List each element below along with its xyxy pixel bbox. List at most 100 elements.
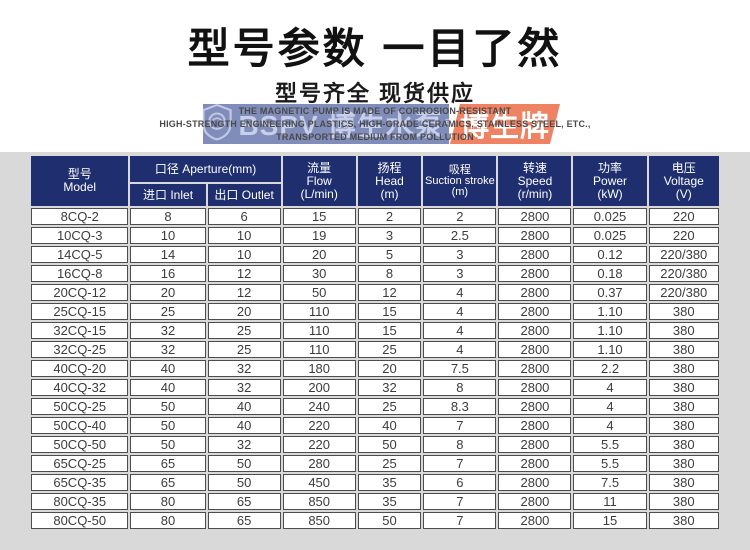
page-subtitle: 型号齐全 现货供应 [274, 81, 476, 106]
cell-flow: 850 [282, 512, 356, 529]
cell-voltage: 380 [648, 360, 719, 377]
cell-model: 25CQ-15 [31, 303, 129, 320]
cell-model: 40CQ-32 [31, 379, 129, 396]
cell-power: 4 [573, 379, 647, 396]
cell-suction_stroke: 8 [423, 379, 497, 396]
cell-flow: 19 [282, 227, 356, 244]
cell-suction_stroke: 4 [423, 303, 497, 320]
cell-suction_stroke: 4 [423, 341, 497, 358]
cell-power: 15 [573, 512, 647, 529]
cell-suction_stroke: 4 [423, 284, 497, 301]
cell-inlet: 8 [130, 208, 206, 225]
cell-suction_stroke: 2.5 [423, 227, 497, 244]
cell-power: 5.5 [573, 436, 647, 453]
cell-voltage: 380 [648, 341, 719, 358]
cell-speed: 2800 [498, 303, 572, 320]
cell-model: 80CQ-50 [31, 512, 129, 529]
cell-inlet: 32 [130, 341, 206, 358]
cell-suction_stroke: 3 [423, 246, 497, 263]
cell-flow: 850 [282, 493, 356, 510]
cell-suction_stroke: 3 [423, 265, 497, 282]
page-title: 型号参数 一目了然 [187, 25, 563, 72]
cell-speed: 2800 [498, 322, 572, 339]
cell-model: 10CQ-3 [31, 227, 129, 244]
table-row: 80CQ-50 80 65 850 50 7 2800 15 380 [31, 512, 719, 529]
cell-power: 0.025 [573, 227, 647, 244]
cell-speed: 2800 [498, 398, 572, 415]
table-row: 20CQ-12 20 12 50 12 4 2800 0.37 220/380 [31, 284, 719, 301]
cell-flow: 280 [282, 455, 356, 472]
cell-inlet: 32 [130, 322, 206, 339]
cell-head: 40 [357, 417, 422, 434]
cell-head: 20 [357, 360, 422, 377]
registered-trademark-icon: ® [443, 118, 452, 130]
cell-voltage: 380 [648, 474, 719, 491]
cell-suction_stroke: 2 [423, 208, 497, 225]
cell-outlet: 10 [207, 246, 281, 263]
cell-suction_stroke: 6 [423, 474, 497, 491]
cell-voltage: 380 [648, 417, 719, 434]
cell-outlet: 50 [207, 455, 281, 472]
cell-flow: 30 [282, 265, 356, 282]
cell-head: 15 [357, 303, 422, 320]
cell-power: 0.18 [573, 265, 647, 282]
cell-voltage: 380 [648, 436, 719, 453]
table-row: 16CQ-8 16 12 30 8 3 2800 0.18 220/380 [31, 265, 719, 282]
cell-voltage: 380 [648, 512, 719, 529]
cell-power: 1.10 [573, 322, 647, 339]
cell-head: 25 [357, 398, 422, 415]
product-description: THE MAGNETIC PUMP IS MADE OF CORROSION-R… [0, 105, 750, 144]
table-row: 8CQ-2 8 6 15 2 2 2800 0.025 220 [31, 208, 719, 225]
cell-outlet: 32 [207, 360, 281, 377]
cell-outlet: 12 [207, 284, 281, 301]
cell-speed: 2800 [498, 265, 572, 282]
cell-flow: 180 [282, 360, 356, 377]
cell-speed: 2800 [498, 284, 572, 301]
cell-power: 0.12 [573, 246, 647, 263]
cell-outlet: 40 [207, 398, 281, 415]
brand-watermark: BSPV 博生水泵 ® 博生牌 THE MAGNETIC PUMP IS MADE… [0, 103, 750, 147]
col-header-voltage: 电压 Voltage (V) [648, 156, 719, 206]
cell-head: 25 [357, 455, 422, 472]
cell-model: 50CQ-50 [31, 436, 129, 453]
table-row: 65CQ-35 65 50 450 35 6 2800 7.5 380 [31, 474, 719, 491]
cell-model: 32CQ-25 [31, 341, 129, 358]
spec-table-body: 8CQ-2 8 6 15 2 2 2800 0.025 220 10CQ-3 10 10 19 3 2.5 2… [31, 208, 719, 529]
cell-power: 4 [573, 417, 647, 434]
table-row: 80CQ-35 80 65 850 35 7 2800 11 380 [31, 493, 719, 510]
cell-power: 5.5 [573, 455, 647, 472]
col-header-inlet: 进口 Inlet [130, 184, 206, 206]
shield-logo-icon [200, 103, 234, 146]
cell-power: 7.5 [573, 474, 647, 491]
cell-model: 50CQ-25 [31, 398, 129, 415]
cell-inlet: 80 [130, 493, 206, 510]
cell-head: 25 [357, 341, 422, 358]
cell-inlet: 65 [130, 455, 206, 472]
cell-voltage: 380 [648, 455, 719, 472]
cell-power: 2.2 [573, 360, 647, 377]
cell-power: 1.10 [573, 341, 647, 358]
cell-voltage: 220/380 [648, 284, 719, 301]
cell-flow: 110 [282, 322, 356, 339]
cell-inlet: 40 [130, 360, 206, 377]
col-header-speed: 转速 Speed (r/min) [498, 156, 572, 206]
cell-inlet: 50 [130, 398, 206, 415]
cell-model: 80CQ-35 [31, 493, 129, 510]
cell-model: 20CQ-12 [31, 284, 129, 301]
cell-flow: 220 [282, 436, 356, 453]
cell-speed: 2800 [498, 360, 572, 377]
cell-suction_stroke: 4 [423, 322, 497, 339]
table-row: 50CQ-40 50 40 220 40 7 2800 4 380 [31, 417, 719, 434]
cell-suction_stroke: 8 [423, 436, 497, 453]
cell-head: 8 [357, 265, 422, 282]
cell-model: 65CQ-25 [31, 455, 129, 472]
cell-outlet: 10 [207, 227, 281, 244]
cell-flow: 240 [282, 398, 356, 415]
cell-inlet: 65 [130, 474, 206, 491]
cell-outlet: 25 [207, 322, 281, 339]
cell-model: 65CQ-35 [31, 474, 129, 491]
cell-speed: 2800 [498, 208, 572, 225]
hero-section: 型号参数 一目了然 型号齐全 现货供应 BSPV 博生水泵 ® 博生牌 THE M… [0, 0, 750, 152]
cell-outlet: 40 [207, 417, 281, 434]
cell-flow: 20 [282, 246, 356, 263]
